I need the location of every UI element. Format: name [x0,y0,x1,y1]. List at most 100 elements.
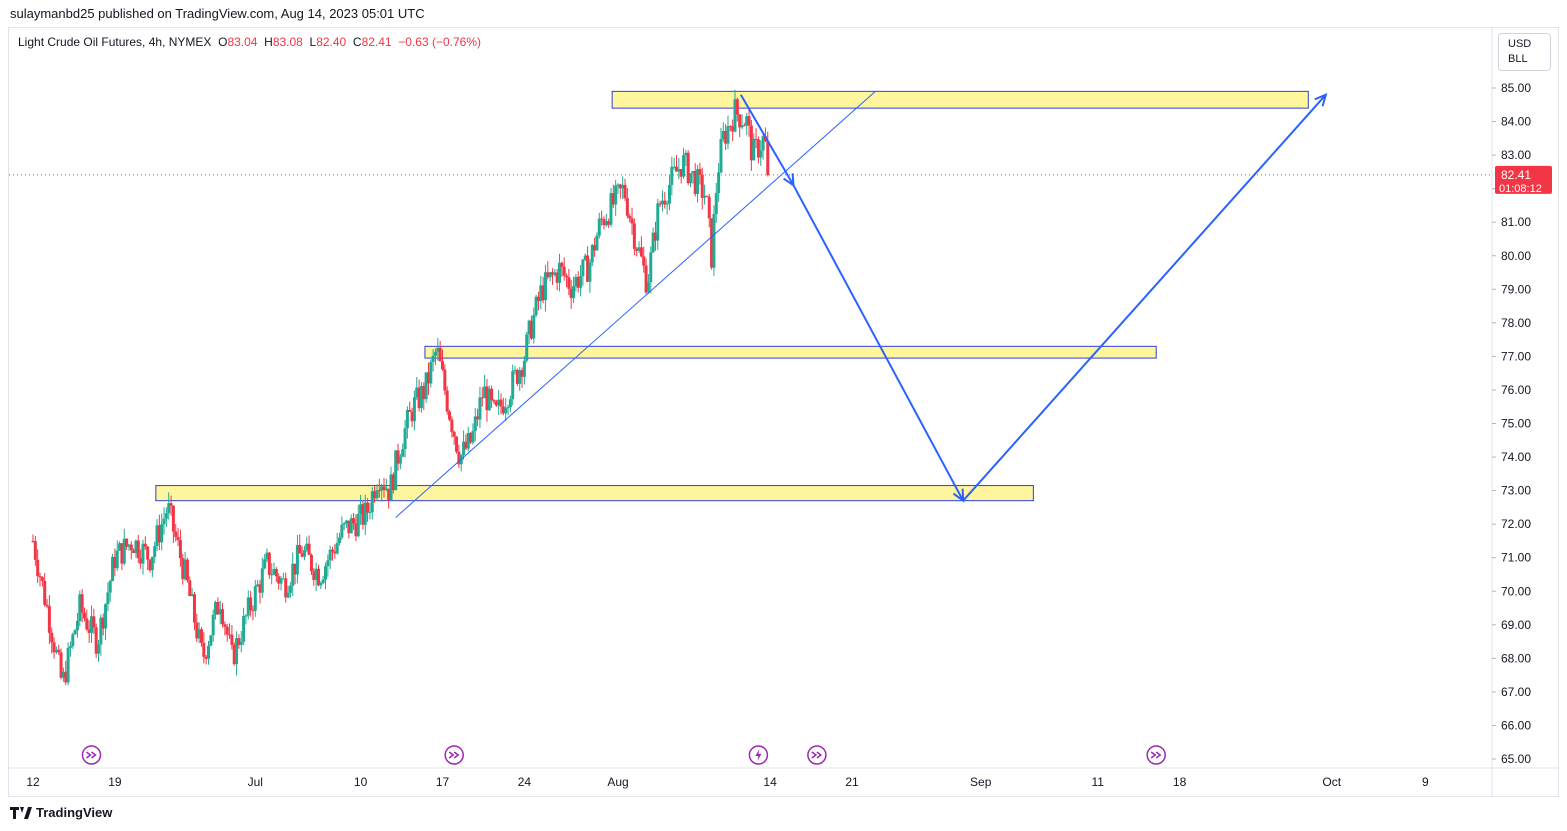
candle-body [380,486,384,491]
candle-body [384,488,388,491]
candle-body [653,232,657,241]
candle-body [684,152,688,156]
candle-body [150,556,154,571]
support-resistance-zone [424,345,1157,359]
price-tick-label: 77.00 [1501,349,1531,363]
candle-body [677,169,681,172]
candle-body [349,518,353,534]
candle-body [183,559,187,580]
candle-body [237,638,241,645]
time-tick-label: 21 [845,775,859,789]
candle-body [249,597,253,611]
candle-body [419,386,423,409]
candle-body [576,276,580,288]
time-tick-label: Sep [970,775,992,789]
candle-body [525,334,529,361]
candle-body [457,451,461,465]
candle-body [499,399,503,407]
last-price-badge [1495,165,1552,194]
candle-body [125,538,129,547]
candle-body [260,568,264,593]
candle-body [244,615,248,617]
candle-body [717,172,721,194]
candle-body [543,272,547,301]
candle-body [738,114,742,128]
candle-body [429,361,433,384]
candle-body [703,195,707,198]
price-tick-label: 72.00 [1501,517,1531,531]
candle-body [281,578,285,580]
candle-body [277,576,281,584]
candle-body [361,504,365,525]
candle-body [529,320,533,339]
candle-body [265,552,269,560]
price-tick-label: 65.00 [1501,752,1531,766]
candle-body [324,566,327,580]
symbol-name[interactable]: Light Crude Oil Futures, 4h, NYMEX [18,35,212,49]
price-tick-label: 73.00 [1501,484,1531,498]
candle-body [550,272,554,275]
candle-body [87,629,91,633]
projection-arrow-head [1314,92,1328,107]
time-tick-label: 12 [26,775,40,789]
candle-body [108,581,112,593]
candle-body [689,173,693,184]
time-tick-label: 10 [354,775,368,789]
price-tick-label: 71.00 [1501,551,1531,565]
chart-frame [8,27,1559,797]
candle-body [536,296,540,302]
candle-body [665,203,669,205]
double-chevron-icon [811,751,823,759]
time-tick-label: 18 [1173,775,1187,789]
candle-body [441,361,444,370]
candle-body [155,525,159,547]
candle-body [485,386,489,411]
candle-body [569,288,573,299]
candle-body [118,543,122,551]
tradingview-footer: TradingView [10,805,112,820]
candle-body [85,618,89,630]
candle-body [518,370,522,384]
time-tick-label: Aug [607,775,628,789]
candle-body [54,649,58,653]
candle-body [408,409,412,412]
candle-body [178,540,182,559]
candle-body [436,347,440,352]
candle-body [389,474,393,500]
candle-body [132,550,136,554]
candle-body [141,543,145,564]
candle-body [43,580,47,605]
candle-body [667,184,671,204]
candle-body [40,577,44,581]
candle-body [735,99,739,115]
candle-body [693,170,697,194]
candle-body [373,491,377,499]
candle-body [675,166,678,172]
candle-body [104,604,108,629]
candle-body [45,604,49,607]
candle-body [541,285,545,301]
candle-body [698,169,702,175]
candle-body [209,635,213,646]
candle-body [679,169,683,177]
double-chevron-icon [448,751,460,759]
currency-unit-button[interactable]: USD BLL [1498,33,1551,71]
candle-body [176,537,180,541]
candle-body [504,407,508,414]
candle-body [415,387,419,398]
candle-body [321,579,325,584]
candle-body [82,612,86,619]
candle-body [452,431,456,437]
candle-body [230,634,234,645]
candle-body [80,594,84,613]
candle-body [216,601,220,615]
time-tick-label: Oct [1322,775,1341,789]
high-label: H [264,35,273,49]
candle-body [99,617,103,645]
candle-body [387,488,391,500]
candle-body [593,244,597,251]
candle-body [52,642,56,653]
candle-body [286,592,290,598]
candle-body [623,184,627,199]
